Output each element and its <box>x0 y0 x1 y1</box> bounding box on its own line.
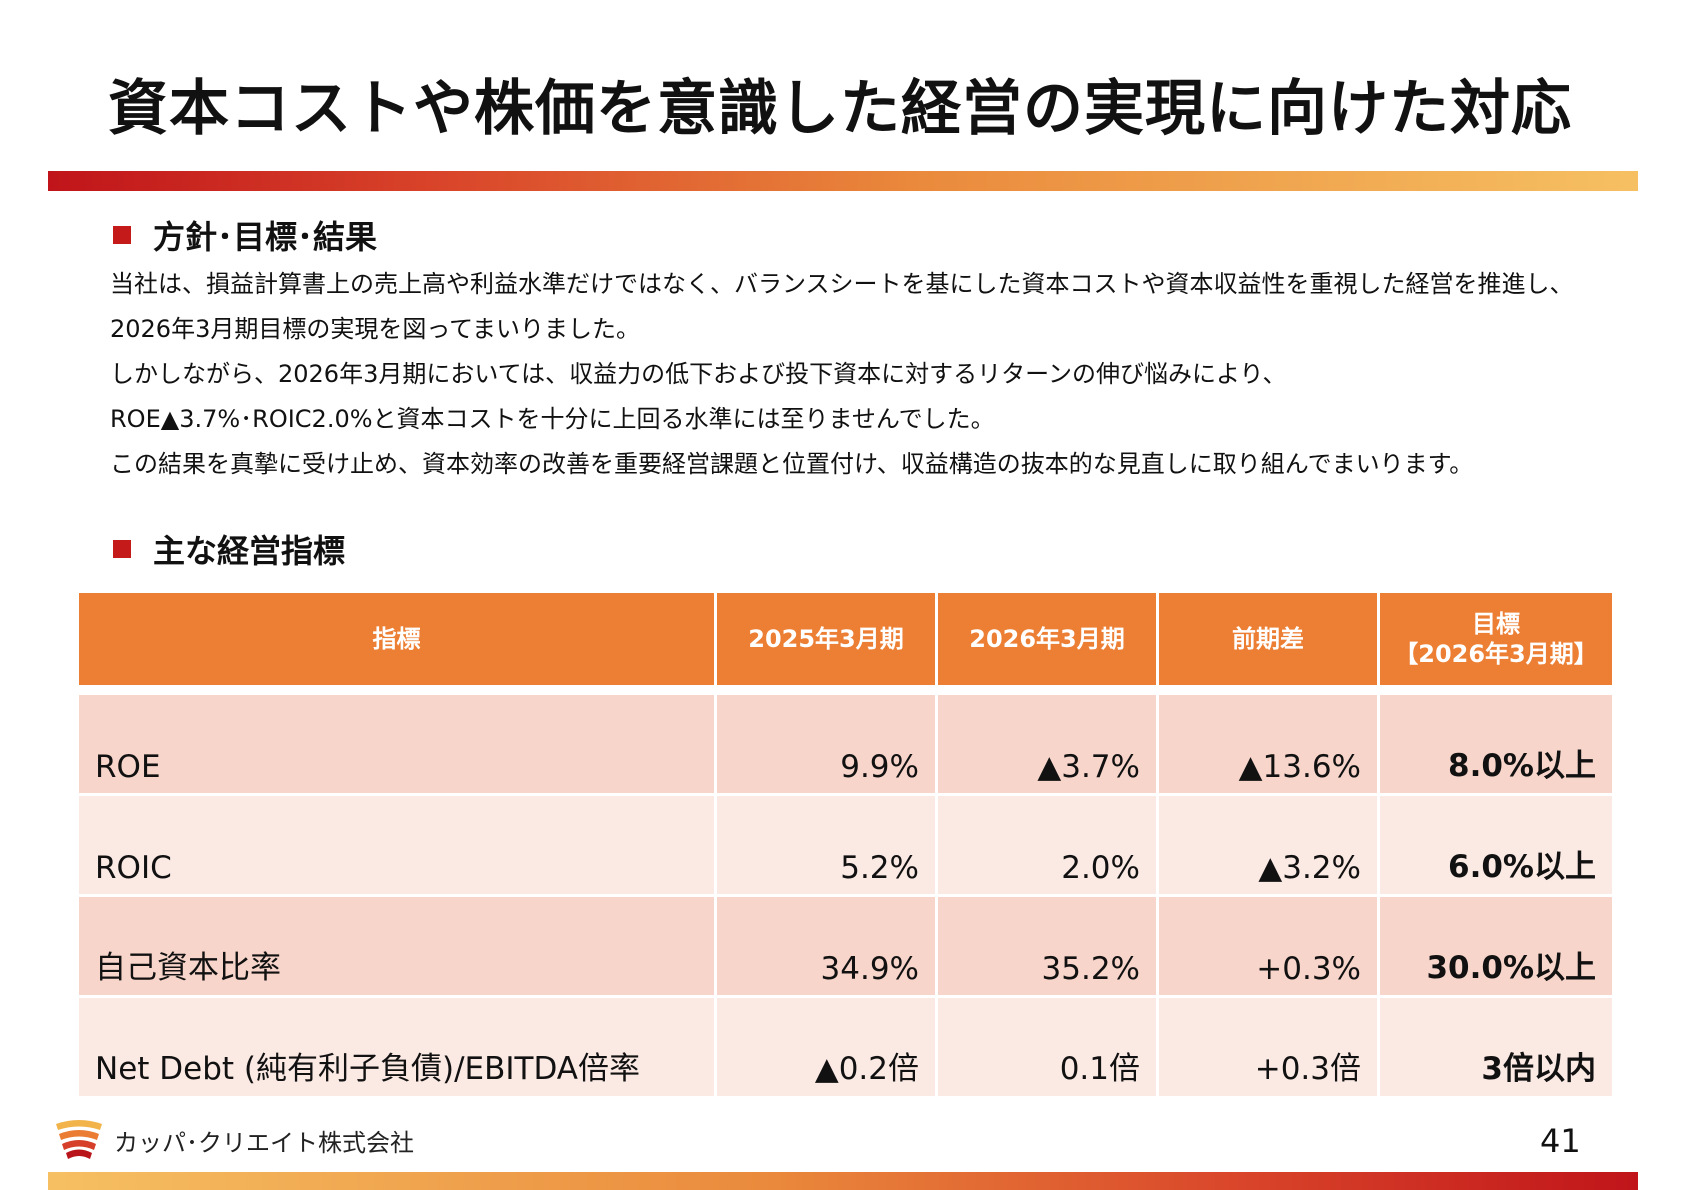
header-fy2026: 2026年3月期 <box>935 590 1159 688</box>
company-name: カッパ･クリエイト株式会社 <box>114 1128 414 1157</box>
cell-diff: ▲13.6% <box>1156 692 1380 796</box>
bullet-square-icon <box>113 540 131 558</box>
paragraph-line: 2026年3月期目標の実現を図ってまいりました。 <box>110 315 640 343</box>
page-title: 資本コストや株価を意識した経営の実現に向けた対応 <box>108 74 1572 144</box>
company-logo: カッパ･クリエイト株式会社 <box>54 1118 414 1162</box>
header-fy2025: 2025年3月期 <box>714 590 938 688</box>
table-row: Net Debt (純有利子負債)/EBITDA倍率 ▲0.2倍 0.1倍 +0… <box>76 995 1615 1099</box>
paragraph-line: 当社は、損益計算書上の売上高や利益水準だけではなく、バランスシートを基にした資本… <box>110 270 1574 298</box>
table-row: ROIC 5.2% 2.0% ▲3.2% 6.0%以上 <box>76 793 1615 897</box>
cell-name: Net Debt (純有利子負債)/EBITDA倍率 <box>76 995 717 1099</box>
cell-fy2025: ▲0.2倍 <box>714 995 938 1099</box>
cell-target: 6.0%以上 <box>1377 793 1615 897</box>
cell-diff: +0.3% <box>1156 894 1380 998</box>
cell-fy2026: ▲3.7% <box>935 692 1159 796</box>
kpi-table: 指標 2025年3月期 2026年3月期 前期差 目標 【2026年3月期】 R… <box>76 590 1615 1099</box>
footer-gradient-bar <box>48 1172 1638 1190</box>
cell-fy2025: 9.9% <box>714 692 938 796</box>
bullet-square-icon <box>113 226 131 244</box>
cell-fy2026: 35.2% <box>935 894 1159 998</box>
table-row: ROE 9.9% ▲3.7% ▲13.6% 8.0%以上 <box>76 692 1615 796</box>
cell-name: ROIC <box>76 793 717 897</box>
cell-fy2026: 2.0% <box>935 793 1159 897</box>
header-target-line1: 目標 <box>1472 610 1520 638</box>
cell-target: 3倍以内 <box>1377 995 1615 1099</box>
cell-diff: ▲3.2% <box>1156 793 1380 897</box>
table-header-row: 指標 2025年3月期 2026年3月期 前期差 目標 【2026年3月期】 <box>76 590 1615 688</box>
header-target: 目標 【2026年3月期】 <box>1377 590 1615 688</box>
section-heading-policy: 方針･目標･結果 <box>113 212 377 258</box>
kappa-logo-icon <box>56 1120 102 1159</box>
paragraph-line: しかしながら、2026年3月期においては、収益力の低下および投下資本に対するリタ… <box>110 360 1287 388</box>
paragraph-line: この結果を真摯に受け止め、資本効率の改善を重要経営課題と位置付け、収益構造の抜本… <box>110 450 1474 478</box>
table-row: 自己資本比率 34.9% 35.2% +0.3% 30.0%以上 <box>76 894 1615 998</box>
cell-diff: +0.3倍 <box>1156 995 1380 1099</box>
cell-target: 8.0%以上 <box>1377 692 1615 796</box>
header-target-line2: 【2026年3月期】 <box>1394 640 1598 668</box>
header-indicator: 指標 <box>76 590 717 688</box>
cell-fy2025: 5.2% <box>714 793 938 897</box>
section-heading-label: 主な経営指標 <box>153 532 346 570</box>
page-number: 41 <box>1540 1122 1581 1160</box>
section-heading-label: 方針･目標･結果 <box>153 218 378 256</box>
cell-target: 30.0%以上 <box>1377 894 1615 998</box>
policy-paragraph: 当社は、損益計算書上の売上高や利益水準だけではなく、バランスシートを基にした資本… <box>110 262 1610 487</box>
header-gradient-bar <box>48 171 1638 191</box>
cell-name: ROE <box>76 692 717 796</box>
header-diff: 前期差 <box>1156 590 1380 688</box>
cell-fy2025: 34.9% <box>714 894 938 998</box>
cell-fy2026: 0.1倍 <box>935 995 1159 1099</box>
section-heading-kpi: 主な経営指標 <box>113 526 345 572</box>
paragraph-line: ROE▲3.7%･ROIC2.0%と資本コストを十分に上回る水準には至りませんで… <box>110 405 995 433</box>
cell-name: 自己資本比率 <box>76 894 717 998</box>
